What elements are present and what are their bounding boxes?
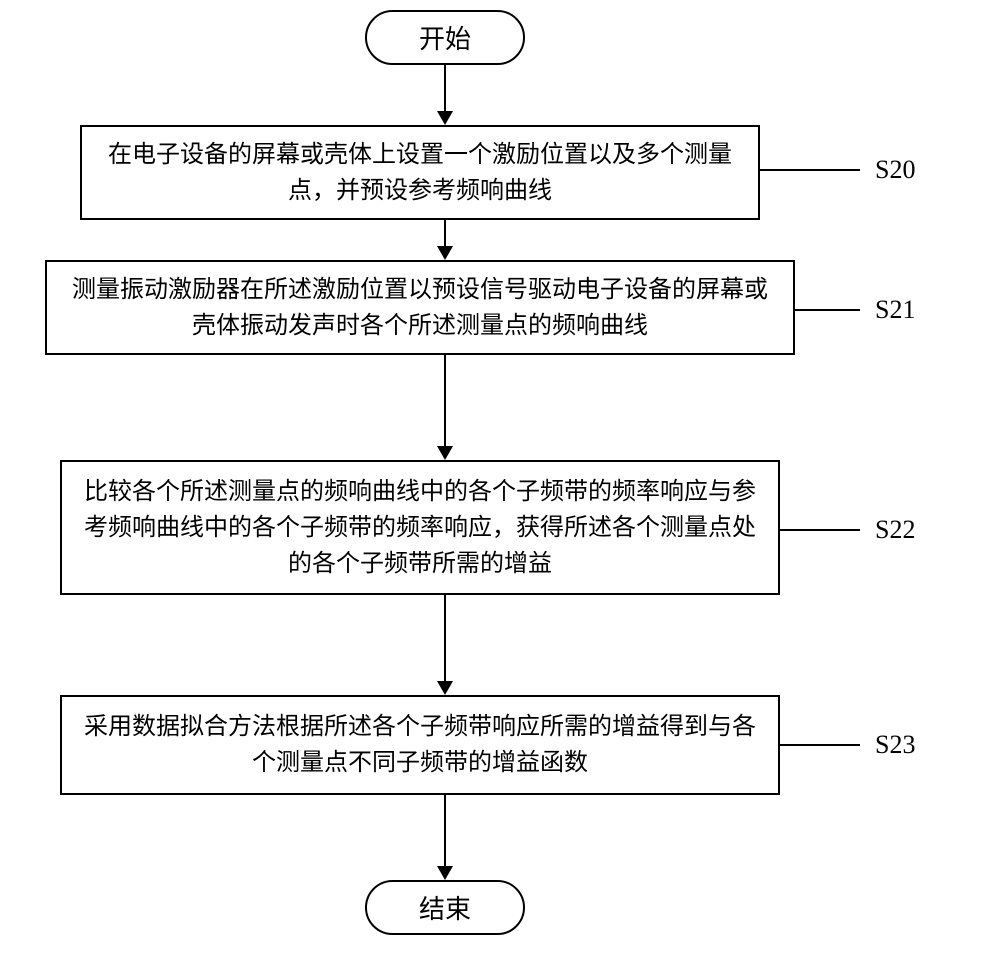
s20-text: 在电子设备的屏幕或壳体上设置一个激励位置以及多个测量点，并预设参考频响曲线	[102, 137, 738, 209]
s22-label-line	[780, 529, 860, 531]
arrow-5-line	[444, 795, 446, 868]
arrow-4-line	[444, 595, 446, 683]
s20-label: S20	[875, 155, 915, 185]
s23-label: S23	[875, 730, 915, 760]
s23-text: 采用数据拟合方法根据所述各个子频带响应所需的增益得到与各个测量点不同子频带的增益…	[82, 709, 758, 781]
start-text: 开始	[419, 19, 471, 56]
arrow-2-line	[444, 220, 446, 248]
s21-label-line	[795, 309, 860, 311]
s23-node: 采用数据拟合方法根据所述各个子频带响应所需的增益得到与各个测量点不同子频带的增益…	[60, 695, 780, 795]
arrow-1-line	[444, 65, 446, 113]
start-node: 开始	[365, 10, 525, 65]
s21-text: 测量振动激励器在所述激励位置以预设信号驱动电子设备的屏幕或壳体振动发声时各个所述…	[67, 272, 773, 344]
s21-node: 测量振动激励器在所述激励位置以预设信号驱动电子设备的屏幕或壳体振动发声时各个所述…	[45, 260, 795, 355]
arrow-3-head	[437, 446, 453, 460]
s21-label: S21	[875, 295, 915, 325]
end-text: 结束	[419, 889, 471, 926]
arrow-1-head	[437, 111, 453, 125]
arrow-5-head	[437, 866, 453, 880]
arrow-3-line	[444, 355, 446, 448]
end-node: 结束	[365, 880, 525, 935]
arrow-4-head	[437, 681, 453, 695]
s20-label-line	[760, 169, 860, 171]
s22-node: 比较各个所述测量点的频响曲线中的各个子频带的频率响应与参考频响曲线中的各个子频带…	[60, 460, 780, 595]
flowchart-container: 开始 在电子设备的屏幕或壳体上设置一个激励位置以及多个测量点，并预设参考频响曲线…	[0, 0, 1000, 959]
arrow-2-head	[437, 246, 453, 260]
s20-node: 在电子设备的屏幕或壳体上设置一个激励位置以及多个测量点，并预设参考频响曲线	[80, 125, 760, 220]
s22-label: S22	[875, 515, 915, 545]
s23-label-line	[780, 744, 860, 746]
s22-text: 比较各个所述测量点的频响曲线中的各个子频带的频率响应与参考频响曲线中的各个子频带…	[82, 474, 758, 582]
